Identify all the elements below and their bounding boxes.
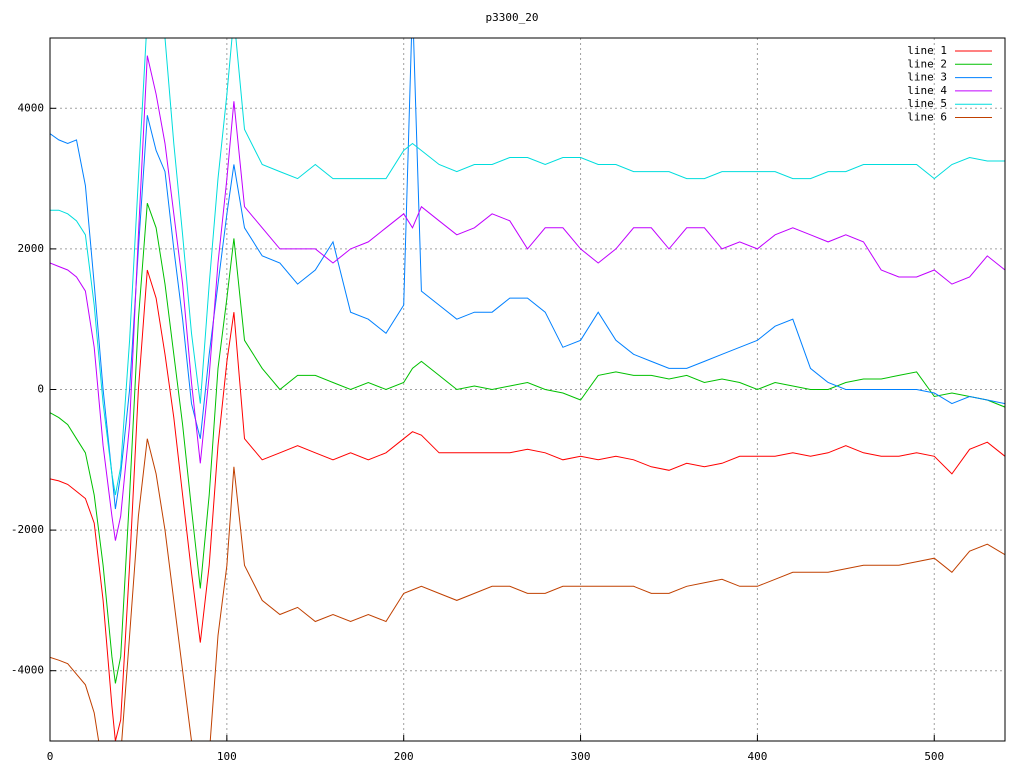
- data-line: [50, 38, 1005, 510]
- x-tick-label: 300: [571, 750, 591, 763]
- legend-label: line 5: [907, 97, 947, 110]
- legend-label: line 4: [907, 84, 947, 97]
- data-line: [50, 55, 1005, 541]
- x-tick-label: 500: [924, 750, 944, 763]
- y-tick-label: 4000: [18, 101, 45, 114]
- chart-title: p3300_20: [486, 11, 539, 24]
- y-tick-label: 0: [37, 383, 44, 396]
- y-tick-label: 2000: [18, 242, 45, 255]
- legend-label: line 1: [907, 44, 947, 57]
- legend-label: line 2: [907, 57, 947, 70]
- y-tick-label: -2000: [11, 523, 44, 536]
- x-tick-label: 200: [394, 750, 414, 763]
- x-tick-label: 0: [47, 750, 54, 763]
- legend-label: line 6: [907, 111, 947, 124]
- plot-area: [50, 38, 1005, 741]
- x-tick-label: 100: [217, 750, 237, 763]
- x-tick-label: 400: [747, 750, 767, 763]
- y-tick-label: -4000: [11, 664, 44, 677]
- plot-border: [49, 37, 1006, 742]
- data-line: [50, 269, 1005, 741]
- data-line: [50, 438, 1005, 741]
- data-line: [50, 38, 1005, 496]
- legend-label: line 3: [907, 71, 947, 84]
- data-line: [50, 203, 1005, 684]
